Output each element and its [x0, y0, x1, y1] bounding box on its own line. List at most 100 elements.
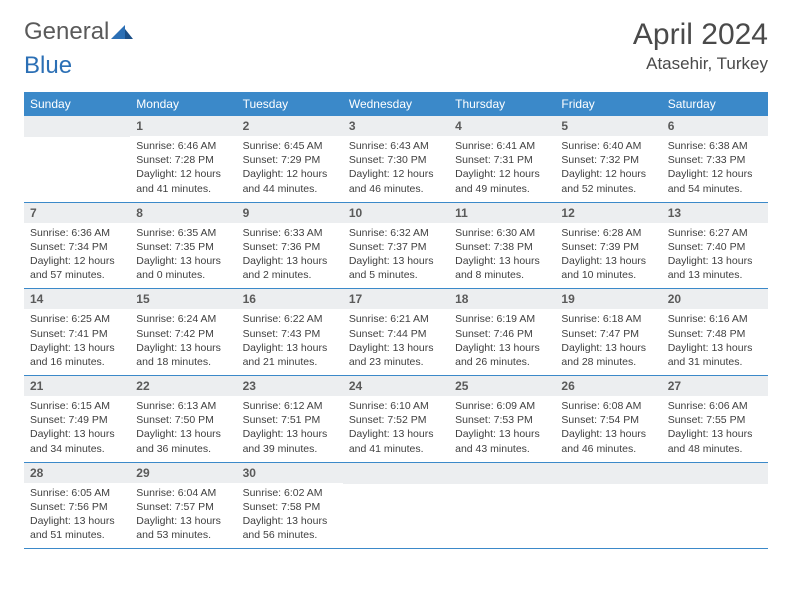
calendar-cell: 16Sunrise: 6:22 AMSunset: 7:43 PMDayligh… — [237, 289, 343, 375]
daylight-line: Daylight: 13 hours and 53 minutes. — [136, 514, 230, 542]
sunset-line: Sunset: 7:57 PM — [136, 500, 230, 514]
daylight-line: Daylight: 13 hours and 39 minutes. — [243, 427, 337, 455]
sunrise-line: Sunrise: 6:06 AM — [668, 399, 762, 413]
day-details: Sunrise: 6:13 AMSunset: 7:50 PMDaylight:… — [130, 396, 236, 462]
sunrise-line: Sunrise: 6:15 AM — [30, 399, 124, 413]
calendar-cell: 9Sunrise: 6:33 AMSunset: 7:36 PMDaylight… — [237, 203, 343, 289]
month-title: April 2024 — [633, 18, 768, 52]
calendar-cell — [449, 463, 555, 549]
day-details: Sunrise: 6:22 AMSunset: 7:43 PMDaylight:… — [237, 309, 343, 375]
sunset-line: Sunset: 7:36 PM — [243, 240, 337, 254]
daylight-line: Daylight: 13 hours and 21 minutes. — [243, 341, 337, 369]
sunrise-line: Sunrise: 6:18 AM — [561, 312, 655, 326]
sunrise-line: Sunrise: 6:13 AM — [136, 399, 230, 413]
day-details: Sunrise: 6:41 AMSunset: 7:31 PMDaylight:… — [449, 136, 555, 202]
day-number: 20 — [662, 289, 768, 309]
daylight-line: Daylight: 13 hours and 8 minutes. — [455, 254, 549, 282]
sunset-line: Sunset: 7:51 PM — [243, 413, 337, 427]
sunset-line: Sunset: 7:47 PM — [561, 327, 655, 341]
calendar-week-row: 14Sunrise: 6:25 AMSunset: 7:41 PMDayligh… — [24, 289, 768, 376]
day-number: 24 — [343, 376, 449, 396]
location-label: Atasehir, Turkey — [633, 54, 768, 74]
day-details: Sunrise: 6:21 AMSunset: 7:44 PMDaylight:… — [343, 309, 449, 375]
sunrise-line: Sunrise: 6:32 AM — [349, 226, 443, 240]
day-number: 26 — [555, 376, 661, 396]
day-details: Sunrise: 6:27 AMSunset: 7:40 PMDaylight:… — [662, 223, 768, 289]
weekday-header: Tuesday — [237, 92, 343, 116]
logo-word-blue: Blue — [24, 52, 72, 79]
sunrise-line: Sunrise: 6:10 AM — [349, 399, 443, 413]
day-details: Sunrise: 6:19 AMSunset: 7:46 PMDaylight:… — [449, 309, 555, 375]
calendar-week-row: 28Sunrise: 6:05 AMSunset: 7:56 PMDayligh… — [24, 463, 768, 550]
title-block: April 2024 Atasehir, Turkey — [633, 18, 768, 74]
day-number: 17 — [343, 289, 449, 309]
day-details: Sunrise: 6:24 AMSunset: 7:42 PMDaylight:… — [130, 309, 236, 375]
day-details: Sunrise: 6:12 AMSunset: 7:51 PMDaylight:… — [237, 396, 343, 462]
sunrise-line: Sunrise: 6:19 AM — [455, 312, 549, 326]
calendar-cell — [343, 463, 449, 549]
weekday-header-row: SundayMondayTuesdayWednesdayThursdayFrid… — [24, 92, 768, 116]
calendar-cell — [555, 463, 661, 549]
day-details: Sunrise: 6:16 AMSunset: 7:48 PMDaylight:… — [662, 309, 768, 375]
day-number-empty — [24, 116, 130, 137]
day-details: Sunrise: 6:15 AMSunset: 7:49 PMDaylight:… — [24, 396, 130, 462]
day-number: 9 — [237, 203, 343, 223]
calendar-cell: 18Sunrise: 6:19 AMSunset: 7:46 PMDayligh… — [449, 289, 555, 375]
sunset-line: Sunset: 7:58 PM — [243, 500, 337, 514]
day-details: Sunrise: 6:33 AMSunset: 7:36 PMDaylight:… — [237, 223, 343, 289]
calendar-cell: 4Sunrise: 6:41 AMSunset: 7:31 PMDaylight… — [449, 116, 555, 202]
weekday-header: Monday — [130, 92, 236, 116]
page-header: General Blue April 2024 Atasehir, Turkey — [24, 18, 768, 80]
weekday-header: Friday — [555, 92, 661, 116]
sunset-line: Sunset: 7:54 PM — [561, 413, 655, 427]
calendar-cell: 20Sunrise: 6:16 AMSunset: 7:48 PMDayligh… — [662, 289, 768, 375]
calendar-cell: 25Sunrise: 6:09 AMSunset: 7:53 PMDayligh… — [449, 376, 555, 462]
daylight-line: Daylight: 13 hours and 46 minutes. — [561, 427, 655, 455]
sunset-line: Sunset: 7:52 PM — [349, 413, 443, 427]
day-number-empty — [555, 463, 661, 484]
day-number: 13 — [662, 203, 768, 223]
day-number: 22 — [130, 376, 236, 396]
day-number: 28 — [24, 463, 130, 483]
sunrise-line: Sunrise: 6:08 AM — [561, 399, 655, 413]
calendar-cell: 21Sunrise: 6:15 AMSunset: 7:49 PMDayligh… — [24, 376, 130, 462]
day-number-empty — [343, 463, 449, 484]
daylight-line: Daylight: 13 hours and 16 minutes. — [30, 341, 124, 369]
sunrise-line: Sunrise: 6:40 AM — [561, 139, 655, 153]
sunrise-line: Sunrise: 6:33 AM — [243, 226, 337, 240]
day-number: 7 — [24, 203, 130, 223]
day-number: 4 — [449, 116, 555, 136]
sunrise-line: Sunrise: 6:30 AM — [455, 226, 549, 240]
daylight-line: Daylight: 13 hours and 56 minutes. — [243, 514, 337, 542]
sunset-line: Sunset: 7:32 PM — [561, 153, 655, 167]
logo-word-general: General — [24, 18, 109, 45]
day-details: Sunrise: 6:43 AMSunset: 7:30 PMDaylight:… — [343, 136, 449, 202]
calendar-cell — [24, 116, 130, 202]
day-number: 6 — [662, 116, 768, 136]
sunset-line: Sunset: 7:53 PM — [455, 413, 549, 427]
sunset-line: Sunset: 7:37 PM — [349, 240, 443, 254]
calendar-week-row: 7Sunrise: 6:36 AMSunset: 7:34 PMDaylight… — [24, 203, 768, 290]
day-number: 30 — [237, 463, 343, 483]
calendar-cell: 10Sunrise: 6:32 AMSunset: 7:37 PMDayligh… — [343, 203, 449, 289]
day-details: Sunrise: 6:38 AMSunset: 7:33 PMDaylight:… — [662, 136, 768, 202]
day-details: Sunrise: 6:30 AMSunset: 7:38 PMDaylight:… — [449, 223, 555, 289]
sunset-line: Sunset: 7:50 PM — [136, 413, 230, 427]
day-number: 3 — [343, 116, 449, 136]
sunrise-line: Sunrise: 6:43 AM — [349, 139, 443, 153]
logo-text: General Blue — [24, 18, 133, 80]
day-number: 27 — [662, 376, 768, 396]
sunset-line: Sunset: 7:43 PM — [243, 327, 337, 341]
day-details: Sunrise: 6:09 AMSunset: 7:53 PMDaylight:… — [449, 396, 555, 462]
sunset-line: Sunset: 7:29 PM — [243, 153, 337, 167]
day-details: Sunrise: 6:18 AMSunset: 7:47 PMDaylight:… — [555, 309, 661, 375]
sunrise-line: Sunrise: 6:46 AM — [136, 139, 230, 153]
sunrise-line: Sunrise: 6:21 AM — [349, 312, 443, 326]
daylight-line: Daylight: 13 hours and 10 minutes. — [561, 254, 655, 282]
day-number: 29 — [130, 463, 236, 483]
day-number: 18 — [449, 289, 555, 309]
day-details: Sunrise: 6:04 AMSunset: 7:57 PMDaylight:… — [130, 483, 236, 549]
day-details: Sunrise: 6:36 AMSunset: 7:34 PMDaylight:… — [24, 223, 130, 289]
weekday-header: Saturday — [662, 92, 768, 116]
weekday-header: Sunday — [24, 92, 130, 116]
